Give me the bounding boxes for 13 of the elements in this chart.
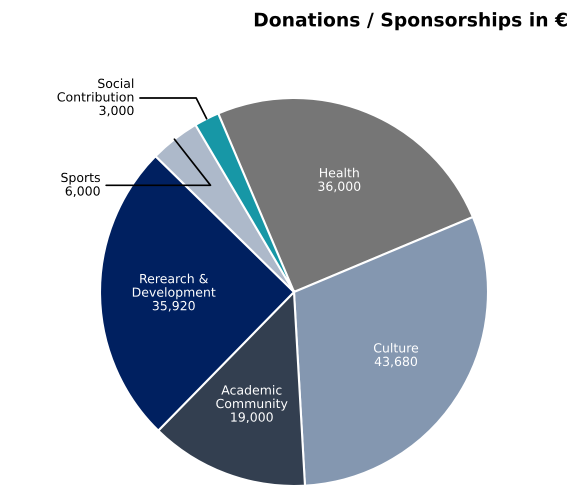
chart-title: Donations / Sponsorships in € xyxy=(254,12,567,30)
data-label: 36,000 xyxy=(318,182,360,192)
slice-label: Sports xyxy=(61,172,100,185)
slice-label: Rerearch & Development xyxy=(132,274,216,300)
slice-label: Social Contribution xyxy=(57,78,134,102)
slice-label: Culture xyxy=(374,342,418,353)
data-label: 19,000 xyxy=(231,412,273,424)
data-label: 35,920 xyxy=(152,300,195,312)
data-label: 43,680 xyxy=(374,356,418,368)
data-label: 6,000 xyxy=(66,186,100,197)
slice-label: Health xyxy=(320,168,359,178)
data-label: 3,000 xyxy=(100,106,134,116)
slice-label: Academic Community xyxy=(216,385,288,411)
